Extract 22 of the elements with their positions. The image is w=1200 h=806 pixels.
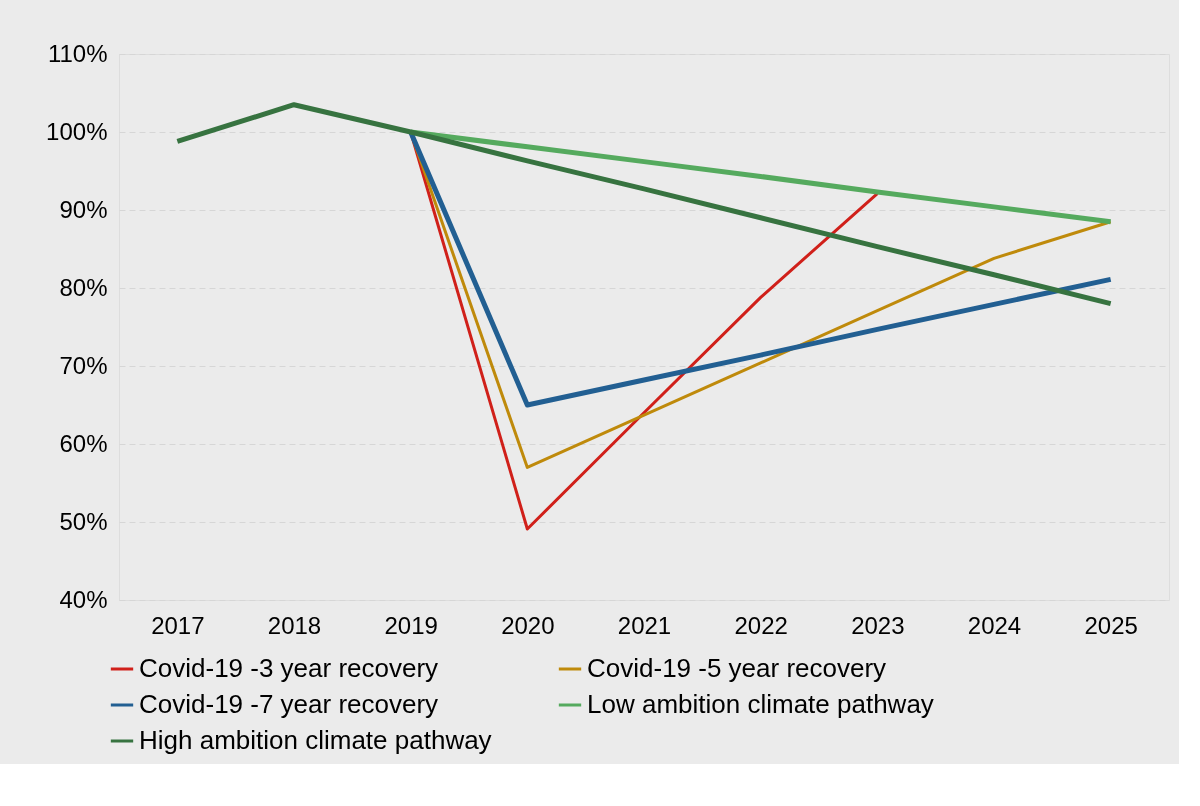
legend-label: Covid-19 -3 year recovery: [139, 653, 439, 683]
y-tick-label: 70%: [59, 351, 108, 379]
legend-label: High ambition climate pathway: [139, 725, 492, 755]
x-tick-label: 2023: [851, 611, 905, 639]
x-tick-label: 2025: [1084, 611, 1138, 639]
legend-label: Covid-19 -7 year recovery: [139, 689, 439, 719]
x-tick-label: 2020: [501, 611, 555, 639]
x-tick-label: 2017: [151, 611, 205, 639]
x-tick-label: 2022: [734, 611, 788, 639]
x-tick-label: 2019: [384, 611, 438, 639]
y-tick-label: 40%: [59, 585, 108, 613]
y-tick-label: 100%: [46, 117, 108, 145]
y-tick-label: 80%: [59, 273, 108, 301]
legend-label: Covid-19 -5 year recovery: [587, 653, 887, 683]
y-tick-label: 50%: [59, 507, 108, 535]
x-tick-label: 2021: [617, 611, 672, 639]
y-tick-label: 110%: [47, 39, 108, 67]
x-tick-label: 2024: [967, 611, 1022, 639]
legend-label: Low ambition climate pathway: [587, 689, 934, 719]
y-tick-label: 60%: [59, 429, 108, 457]
x-tick-label: 2018: [267, 611, 322, 639]
y-tick-label: 90%: [59, 195, 108, 223]
